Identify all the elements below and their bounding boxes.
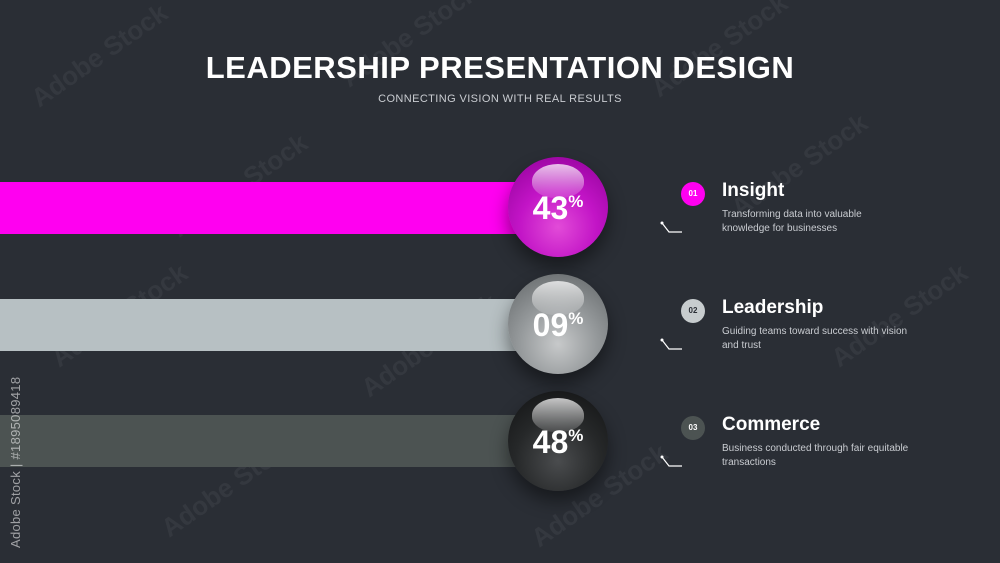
connector-line-icon	[660, 455, 682, 467]
watermark-tile: Adobe Stock	[725, 107, 873, 223]
commerce-bar	[0, 415, 560, 467]
percent-symbol: %	[568, 426, 584, 445]
commerce-title: Commerce	[722, 414, 821, 435]
insight-sphere: 43%	[508, 157, 608, 257]
commerce-description: Business conducted through fair equitabl…	[722, 443, 909, 468]
insight-bar	[0, 182, 560, 234]
page-title: LEADERSHIP PRESENTATION DESIGN	[205, 50, 795, 85]
sphere-highlight	[532, 281, 584, 315]
leadership-percent: 09%	[508, 307, 608, 344]
sphere-highlight	[532, 164, 584, 198]
leadership-number-badge: 02	[681, 299, 705, 323]
insight-percent: 43%	[508, 190, 608, 227]
percent-symbol: %	[568, 309, 584, 328]
insight-number-badge: 01	[681, 182, 705, 206]
watermark-tile: Adobe Stock	[825, 257, 973, 373]
leadership-title: Leadership	[722, 297, 824, 318]
connector-line-icon	[660, 338, 682, 350]
sphere-highlight	[532, 398, 584, 432]
commerce-percent: 48%	[508, 424, 608, 461]
connector-line-icon	[660, 221, 682, 233]
percent-value: 48	[532, 424, 569, 460]
percent-symbol: %	[568, 192, 584, 211]
commerce-number-badge: 03	[681, 416, 705, 440]
leadership-bar	[0, 299, 560, 351]
leadership-description: Guiding teams toward success with vision…	[722, 326, 908, 351]
percent-value: 43	[532, 190, 569, 226]
percent-value: 09	[532, 307, 569, 343]
page-subtitle: CONNECTING VISION WITH REAL RESULTS	[378, 93, 622, 105]
leadership-sphere: 09%	[508, 274, 608, 374]
insight-title: Insight	[722, 180, 785, 201]
commerce-sphere: 48%	[508, 391, 608, 491]
insight-description: Transforming data into valuable knowledg…	[722, 209, 862, 234]
side-watermark: Adobe Stock | #1895089418	[8, 376, 23, 548]
